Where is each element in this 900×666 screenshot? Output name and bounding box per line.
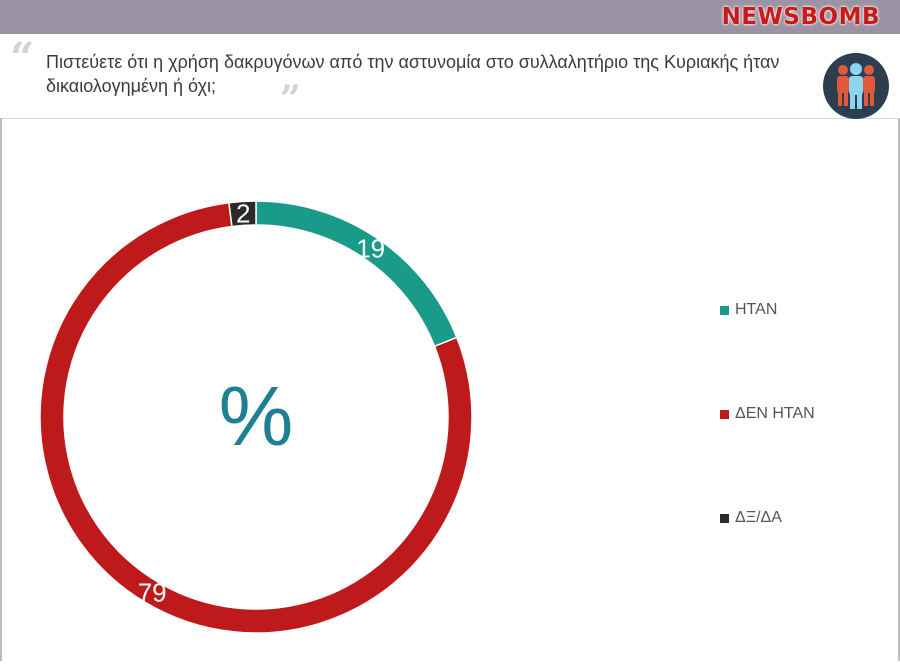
newsbomb-logo[interactable]: NEWSBOMB	[721, 4, 880, 30]
donut-chart-area: 19 79 2%	[0, 118, 900, 661]
open-quote-icon: “	[10, 33, 35, 82]
top-bar	[0, 0, 900, 34]
legend-swatch-dk-da	[720, 513, 729, 523]
legend-swatch-den-htan	[720, 409, 729, 419]
people-group-icon	[822, 52, 890, 125]
center-percent-label: %	[219, 369, 294, 463]
data-label-den-htan: 79	[138, 578, 167, 608]
donut-chart: 19 79 2%	[39, 198, 473, 634]
frame-left-border	[0, 118, 2, 661]
legend-swatch-htan	[720, 305, 729, 315]
frame-right-border	[898, 118, 900, 661]
data-label-htan: 19	[356, 233, 385, 263]
legend-item-htan: ΗΤΑΝ	[720, 300, 777, 320]
legend-item-dk-da: ΔΞ/ΔΑ	[720, 508, 782, 528]
legend-item-den-htan: ΔΕΝ ΗΤΑΝ	[720, 404, 815, 424]
donut-slice-dk-da	[228, 200, 257, 228]
legend-label-htan: ΗΤΑΝ	[735, 301, 778, 318]
close-quote-icon: ”	[280, 78, 301, 120]
poll-question: Πιστεύετε ότι η χρήση δακρυγόνων από την…	[46, 52, 780, 96]
donut-slice-den-htan	[39, 201, 473, 634]
question-box	[0, 34, 900, 119]
data-label-dk-da: 2	[236, 198, 250, 228]
legend-label-den-htan: ΔΕΝ ΗΤΑΝ	[735, 405, 815, 422]
legend-label-dk-da: ΔΞ/ΔΑ	[735, 509, 782, 526]
donut-slice-htan	[255, 200, 458, 348]
